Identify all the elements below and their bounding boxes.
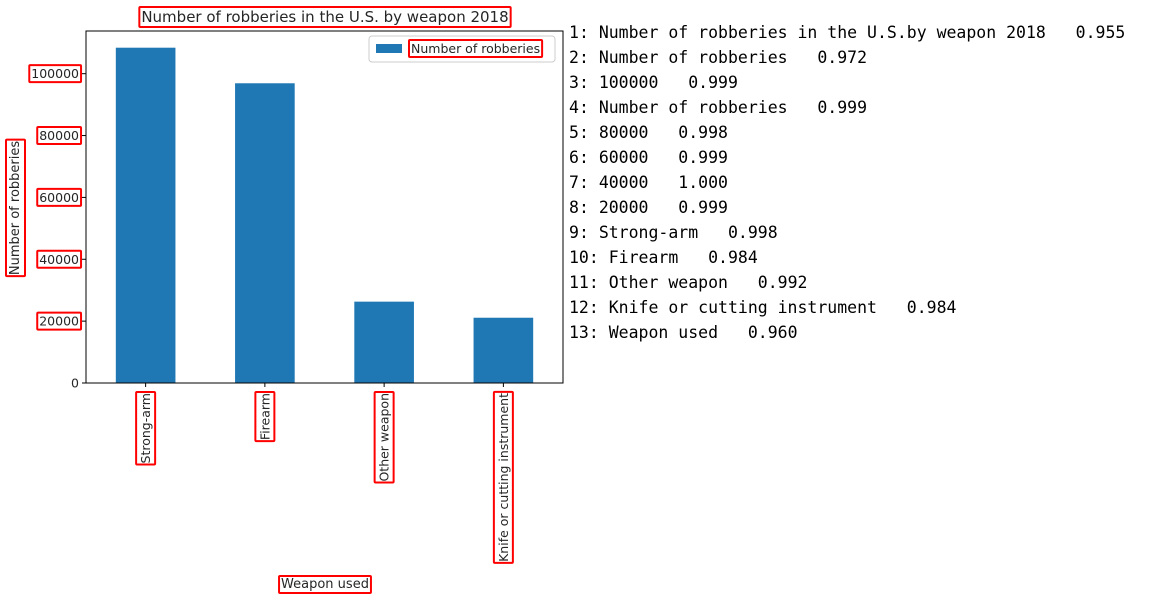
detection-box (408, 39, 544, 58)
legend-label: Number of robberies (411, 41, 540, 56)
detection-box (36, 187, 83, 207)
chart-title: Number of robberies in the U.S. by weapo… (141, 8, 508, 26)
y-axis-label: Number of robberies (8, 141, 23, 275)
bar-knife-or-cutting-instrument (473, 317, 534, 383)
x-tick-label: Strong-arm (138, 393, 153, 463)
ocr-line: 12: Knife or cutting instrument 0.984 (569, 298, 957, 317)
detection-box (5, 138, 26, 278)
bar-firearm (235, 83, 295, 383)
ocr-line: 2: Number of robberies 0.972 (569, 48, 868, 67)
x-tick-label: Firearm (257, 393, 272, 440)
annotation-boxes-group (5, 6, 544, 594)
legend-frame (368, 35, 556, 63)
plot-frame (85, 30, 564, 384)
y-tick-label: 0 (71, 376, 79, 391)
ocr-results-list: 1: Number of robberies in the U.S.by wea… (569, 20, 1125, 345)
ocr-line: 7: 40000 1.000 (569, 173, 728, 192)
x-axis-label: Weapon used (281, 577, 369, 592)
x-tick-label: Knife or cutting instrument (496, 393, 511, 562)
y-tick-label: 20000 (39, 314, 79, 329)
detection-box (254, 391, 276, 443)
bar-strong-arm (115, 47, 176, 383)
detection-box (36, 311, 83, 331)
ocr-line: 3: 100000 0.999 (569, 73, 738, 92)
detection-box (492, 390, 514, 564)
ocr-line: 11: Other weapon 0.992 (569, 273, 808, 292)
ocr-line: 5: 80000 0.998 (569, 123, 728, 142)
y-tick-label: 60000 (39, 190, 79, 205)
y-tick-label: 40000 (39, 252, 79, 267)
detection-box (138, 6, 512, 28)
ocr-line: 6: 60000 0.999 (569, 148, 728, 167)
detection-box (28, 64, 83, 84)
bars-group (115, 47, 534, 383)
ocr-line: 10: Firearm 0.984 (569, 248, 758, 267)
ocr-line: 4: Number of robberies 0.999 (569, 98, 868, 117)
y-tick-label: 80000 (39, 128, 79, 143)
y-ticks-group: 0 20000 40000 60000 80000 100000 (31, 66, 86, 391)
detection-box (373, 391, 395, 484)
y-tick-label: 100000 (31, 66, 79, 81)
x-tick-label: Other weapon (377, 393, 392, 482)
detection-box (278, 575, 372, 594)
ocr-line: 13: Weapon used 0.960 (569, 323, 798, 342)
bar-other-weapon (354, 301, 414, 383)
detection-box (36, 249, 83, 269)
axes-group (85, 30, 564, 384)
legend: Number of robberies (368, 35, 556, 63)
ocr-line: 8: 20000 0.999 (569, 198, 728, 217)
detection-box (36, 126, 83, 146)
bar-chart: 0 20000 40000 60000 80000 100000 Strong-arm Fi… (5, 6, 564, 594)
ocr-line: 9: Strong-arm 0.998 (569, 223, 778, 242)
x-ticks-group: Strong-arm Firearm Other weapon Knife or cu… (138, 383, 511, 562)
ocr-line: 1: Number of robberies in the U.S.by wea… (569, 23, 1126, 42)
detection-box (135, 391, 157, 466)
legend-swatch (376, 44, 402, 53)
